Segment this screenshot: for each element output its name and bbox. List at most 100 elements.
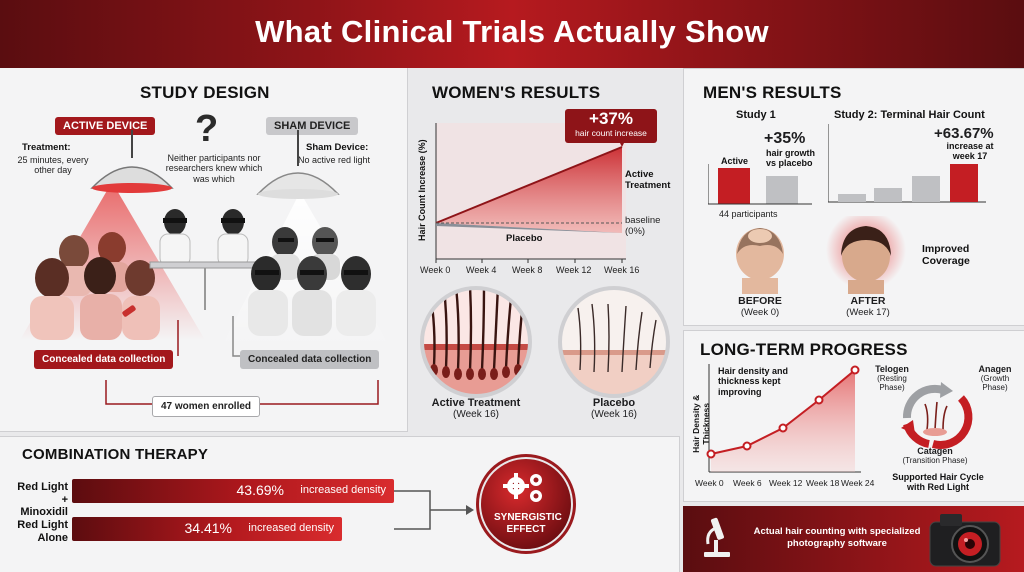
study2-value: +63.67% bbox=[934, 125, 994, 142]
womens-tick-2: Week 8 bbox=[512, 265, 543, 275]
catagen-title: Catagen bbox=[917, 446, 953, 456]
combo-row2-label: Red Light Alone bbox=[17, 519, 68, 544]
lt-point-4 bbox=[850, 365, 860, 375]
before-week: (Week 0) bbox=[740, 307, 780, 318]
cycle-caption: Supported Hair Cycle with Red Light bbox=[892, 472, 984, 493]
before-label: BEFORE bbox=[738, 295, 782, 307]
cycle-arrow-red bbox=[931, 395, 973, 449]
page-title: What Clinical Trials Actually Show bbox=[255, 14, 769, 49]
lt-tick-2: Week 12 bbox=[769, 478, 803, 488]
before-caption: BEFORE (Week 0) bbox=[725, 295, 795, 318]
womens-results-chart bbox=[435, 123, 626, 263]
placebo-follicle-title: Placebo bbox=[592, 397, 636, 409]
catagen-sub: (Transition Phase) bbox=[902, 456, 968, 465]
womens-active-label: Active Treatment bbox=[625, 169, 671, 191]
combo-bar2-value: 34.41% bbox=[184, 520, 232, 536]
long-term-title: LONG-TERM PROGRESS bbox=[700, 340, 908, 359]
mens-results-title: MEN'S RESULTS bbox=[703, 83, 842, 102]
placebo-follicle-week: (Week 16) bbox=[591, 409, 637, 420]
after-label: AFTER bbox=[850, 295, 886, 307]
study1-chart bbox=[708, 164, 812, 205]
lt-tick-0: Week 0 bbox=[695, 478, 724, 488]
study-illustration bbox=[20, 130, 392, 405]
hair-cycle-diagram bbox=[901, 382, 973, 449]
combination-title: COMBINATION THERAPY bbox=[22, 446, 209, 463]
anagen-sub: (Growth Phase) bbox=[980, 374, 1010, 392]
study2-chart bbox=[828, 124, 986, 203]
footer-text: Actual hair counting with specialized ph… bbox=[753, 526, 921, 549]
womens-callout-value: +37% bbox=[589, 109, 633, 128]
combo-bar-1: 43.69% increased density bbox=[72, 479, 394, 503]
active-follicle-caption: Active Treatment (Week 16) bbox=[420, 397, 532, 420]
active-follicle-week: (Week 16) bbox=[453, 409, 499, 420]
lt-point-3 bbox=[814, 395, 824, 405]
placebo-follicle-caption: Placebo (Week 16) bbox=[558, 397, 670, 420]
researchers bbox=[149, 209, 261, 310]
sham-text: No active red light bbox=[298, 155, 371, 165]
lt-point-1 bbox=[742, 441, 752, 451]
womens-callout-text: hair count increase bbox=[575, 128, 647, 138]
enrolled-pill: 47 women enrolled bbox=[152, 396, 261, 417]
active-follicle-icon bbox=[422, 288, 530, 396]
womens-xaxis: Week 0 Week 4 Week 8 Week 12 Week 16 bbox=[408, 265, 680, 279]
lt-point-2 bbox=[778, 423, 788, 433]
combo-row1-label: Red Light + Minoxidil bbox=[17, 481, 68, 519]
telogen-sub: (Resting Phase) bbox=[877, 374, 907, 392]
after-week: (Week 17) bbox=[846, 307, 890, 318]
womens-tick-4: Week 16 bbox=[604, 265, 640, 275]
blinding-text: Neither participants nor researchers kne… bbox=[165, 153, 263, 184]
anagen-label: Anagen (Growth Phase) bbox=[973, 364, 1017, 392]
womens-placebo-label: Placebo bbox=[506, 233, 543, 244]
treatment-label: Treatment: bbox=[22, 142, 71, 153]
study1-placebo-bar bbox=[766, 176, 798, 204]
active-group-figures bbox=[30, 232, 160, 340]
study1-active-bar bbox=[718, 168, 750, 204]
womens-results-title: WOMEN'S RESULTS bbox=[432, 83, 601, 102]
question-mark-icon: ? bbox=[195, 108, 219, 150]
womens-ylabel: Hair Count Increase (%) bbox=[416, 139, 427, 241]
lt-tick-1: Week 6 bbox=[733, 478, 762, 488]
sham-device-tag: SHAM DEVICE bbox=[266, 117, 359, 135]
microscope-icon bbox=[704, 517, 730, 557]
cycle-follicle-icon bbox=[924, 401, 948, 431]
long-term-xaxis: Week 0 Week 6 Week 12 Week 18 Week 24 bbox=[695, 478, 880, 491]
camera-icon bbox=[929, 514, 1001, 567]
catagen-label: Catagen (Transition Phase) bbox=[895, 446, 975, 465]
enrolled-flow-line bbox=[105, 380, 379, 405]
study2-title: Study 2: Terminal Hair Count bbox=[834, 109, 985, 121]
study1-value: +35% bbox=[764, 130, 806, 147]
telogen-label: Telogen (Resting Phase) bbox=[870, 364, 914, 392]
sham-label: Sham Device: bbox=[306, 142, 369, 153]
study2-bar-1 bbox=[838, 194, 866, 202]
sham-lamp-icon bbox=[256, 172, 340, 195]
study1-text: hair growth vs placebo bbox=[766, 148, 815, 169]
active-treatment-line bbox=[435, 146, 623, 224]
concealed-active-pill: Concealed data collection bbox=[34, 350, 174, 369]
womens-callout: +37% hair count increase bbox=[565, 109, 657, 143]
after-caption: AFTER (Week 17) bbox=[833, 295, 903, 318]
anagen-title: Anagen bbox=[978, 364, 1012, 374]
long-term-note: Hair density and thickness kept improvin… bbox=[718, 366, 789, 397]
synergistic-badge bbox=[476, 454, 576, 554]
combo-bar2-text: increased density bbox=[248, 522, 334, 534]
active-device-tag: ACTIVE DEVICE bbox=[55, 117, 156, 135]
study2-bar-2 bbox=[874, 188, 902, 202]
concealed-sham-pill: Concealed data collection bbox=[240, 350, 380, 369]
womens-baseline-label: baseline (0%) bbox=[625, 215, 661, 237]
synergistic-text: SYNERGISTIC EFFECT bbox=[494, 512, 562, 535]
study2-text: increase at week 17 bbox=[946, 141, 994, 162]
combo-connector bbox=[394, 490, 474, 530]
active-treatment-area bbox=[436, 147, 622, 233]
womens-tick-3: Week 12 bbox=[556, 265, 592, 275]
cycle-arrow-grey bbox=[902, 384, 945, 419]
study-design-title: STUDY DESIGN bbox=[140, 83, 270, 102]
after-head-icon bbox=[841, 226, 891, 294]
combo-bar1-text: increased density bbox=[300, 484, 386, 496]
lt-point-0 bbox=[706, 449, 716, 459]
placebo-area bbox=[436, 223, 622, 233]
header-banner: What Clinical Trials Actually Show bbox=[0, 0, 1024, 68]
study1-active-label: Active bbox=[721, 156, 749, 166]
study1-participants: 44 participants bbox=[719, 209, 778, 219]
lt-tick-4: Week 24 bbox=[841, 478, 875, 488]
womens-tick-1: Week 4 bbox=[466, 265, 497, 275]
